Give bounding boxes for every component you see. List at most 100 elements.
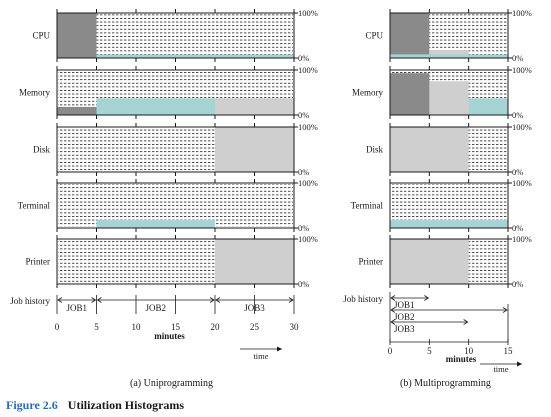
usage-bar-memory bbox=[390, 73, 430, 115]
x-tick-label: 0 bbox=[55, 322, 60, 332]
job-label: JOB3 bbox=[394, 324, 415, 334]
usage-bar-memory bbox=[96, 98, 215, 115]
usage-bar-printer bbox=[215, 239, 294, 284]
y-tick-label: 0% bbox=[298, 223, 309, 233]
histogram-memory: Memory 100% 0% bbox=[352, 65, 532, 120]
usage-bar-disk bbox=[390, 127, 469, 172]
y-tick-label: 100% bbox=[512, 178, 532, 188]
usage-bar-memory bbox=[215, 98, 294, 115]
uniprogramming-panel: CPU100%0%Memory100%0%Disk100%0%Terminal1… bbox=[10, 8, 318, 361]
y-tick-label: 0% bbox=[298, 110, 309, 120]
y-tick-label: 100% bbox=[298, 178, 318, 188]
y-tick-label: 100% bbox=[512, 65, 532, 75]
y-tick-label: 100% bbox=[298, 65, 318, 75]
resource-label: CPU bbox=[32, 31, 50, 41]
resource-label: Printer bbox=[359, 257, 384, 267]
y-tick-label: 0% bbox=[512, 110, 523, 120]
job-span-arrow bbox=[390, 319, 396, 325]
resource-label: Memory bbox=[352, 88, 383, 98]
histogram-frame bbox=[389, 238, 509, 285]
time-arrow-head bbox=[517, 361, 522, 367]
job-span-arrow bbox=[463, 319, 469, 325]
figure-title: Utilization Histograms bbox=[67, 398, 185, 412]
job-span-arrow bbox=[390, 295, 396, 301]
job-span-arrow bbox=[502, 307, 508, 313]
x-axis-title: minutes bbox=[446, 354, 477, 364]
histogram-frame bbox=[389, 182, 509, 229]
uniprogramming-subtitle: (a) Uniprogramming bbox=[130, 378, 214, 389]
job-label: JOB1 bbox=[66, 303, 87, 313]
multiprogramming-panel: CPU100%0%Memory100%0%Disk100%0%Terminal1… bbox=[343, 8, 532, 374]
multiprogramming-subtitle: (b) Multiprogramming bbox=[400, 378, 491, 389]
x-tick-label: 5 bbox=[427, 346, 432, 356]
usage-bar-cpu bbox=[429, 49, 469, 58]
x-tick-label: 25 bbox=[250, 322, 260, 332]
time-arrow-head bbox=[277, 346, 282, 352]
histogram-cpu: CPU 100% 0% bbox=[365, 8, 531, 63]
resource-label: Printer bbox=[26, 257, 51, 267]
y-tick-label: 0% bbox=[512, 279, 523, 289]
x-tick-label: 0 bbox=[388, 346, 393, 356]
dashed-gridlines bbox=[391, 184, 507, 227]
x-tick-label: 30 bbox=[290, 322, 300, 332]
y-tick-label: 0% bbox=[298, 279, 309, 289]
time-label: time bbox=[493, 364, 508, 374]
y-tick-label: 100% bbox=[512, 122, 532, 132]
usage-bar-terminal bbox=[96, 219, 215, 228]
job-label: JOB1 bbox=[394, 300, 415, 310]
y-tick-label: 0% bbox=[512, 167, 523, 177]
job-history-label: Job history bbox=[10, 296, 50, 306]
histogram-memory: Memory 100% 0% bbox=[19, 65, 318, 120]
job-label: JOB2 bbox=[394, 312, 415, 322]
x-tick-label: 20 bbox=[211, 322, 221, 332]
usage-bar-cpu bbox=[390, 13, 430, 58]
y-tick-label: 0% bbox=[512, 223, 523, 233]
x-tick-label: 10 bbox=[464, 346, 474, 356]
x-axis-title: minutes bbox=[154, 331, 185, 341]
usage-bar-cpu bbox=[390, 54, 508, 58]
y-tick-label: 0% bbox=[298, 167, 309, 177]
job-history: Job history JOB1 JOB2 JOB3 bbox=[343, 292, 509, 342]
usage-bar-disk bbox=[215, 127, 294, 172]
histogram-frame bbox=[389, 126, 509, 173]
histogram-frame bbox=[389, 12, 509, 59]
job-span-arrow bbox=[91, 297, 97, 303]
histogram-terminal: Terminal 100% 0% bbox=[351, 178, 532, 233]
job-span-arrow bbox=[209, 297, 215, 303]
x-tick-label: 15 bbox=[171, 322, 181, 332]
resource-label: Terminal bbox=[18, 201, 51, 211]
x-tick-label: 15 bbox=[504, 346, 514, 356]
histogram-frame bbox=[389, 69, 509, 116]
y-tick-label: 100% bbox=[512, 234, 532, 244]
usage-bar-printer bbox=[390, 239, 469, 284]
histogram-disk: Disk 100% 0% bbox=[33, 122, 318, 177]
job-span-arrow bbox=[215, 297, 221, 303]
usage-bar-memory bbox=[57, 106, 97, 115]
figure-caption: Figure 2.6 Utilization Histograms bbox=[6, 398, 184, 413]
histogram-cpu: CPU 100% 0% bbox=[32, 8, 317, 63]
usage-bar-terminal bbox=[390, 219, 508, 228]
y-tick-label: 100% bbox=[298, 122, 318, 132]
x-axis: 0 5 10 15 20 25 30 minutes time bbox=[55, 322, 299, 361]
dashed-gridlines bbox=[58, 184, 293, 227]
job-span-arrow bbox=[288, 297, 294, 303]
job-label: JOB2 bbox=[145, 303, 166, 313]
usage-bar-cpu bbox=[96, 54, 294, 58]
job-span-arrow bbox=[96, 297, 102, 303]
resource-label: Disk bbox=[366, 145, 384, 155]
y-tick-label: 100% bbox=[512, 8, 532, 18]
dashed-gridlines bbox=[58, 14, 293, 57]
job-span-arrow bbox=[57, 297, 63, 303]
resource-label: CPU bbox=[365, 31, 383, 41]
y-tick-label: 100% bbox=[298, 234, 318, 244]
figure-label: Figure 2.6 bbox=[6, 398, 58, 412]
resource-label: Terminal bbox=[351, 201, 384, 211]
resource-label: Disk bbox=[33, 145, 51, 155]
y-tick-label: 100% bbox=[298, 8, 318, 18]
x-tick-label: 10 bbox=[132, 322, 142, 332]
histogram-printer: Printer 100% 0% bbox=[359, 234, 532, 289]
histogram-terminal: Terminal 100% 0% bbox=[18, 178, 318, 233]
histogram-printer: Printer 100% 0% bbox=[26, 234, 318, 289]
x-tick-label: 5 bbox=[94, 322, 99, 332]
